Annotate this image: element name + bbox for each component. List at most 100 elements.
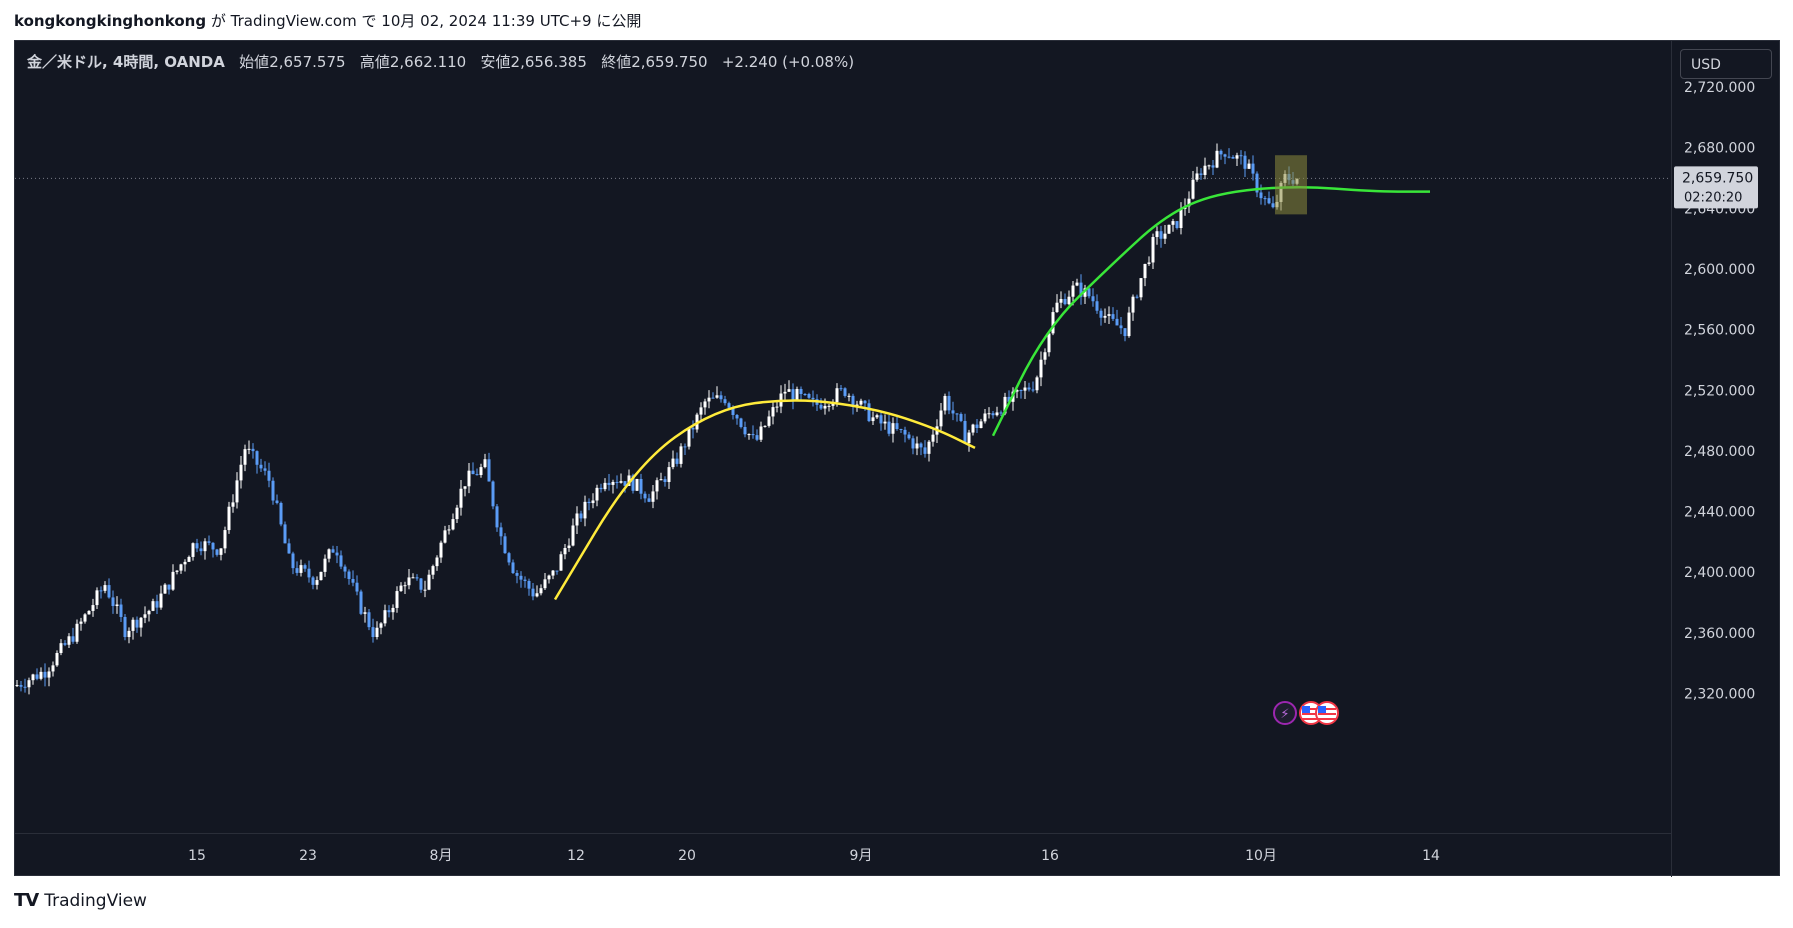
footer-branding[interactable]: 𝗧𝗩 TradingView — [14, 890, 147, 911]
candle-body — [1155, 231, 1159, 238]
candle-body — [855, 404, 859, 406]
candle-body — [191, 543, 195, 557]
candle-body — [939, 410, 943, 427]
candle-body — [259, 464, 263, 469]
candle-body — [1239, 155, 1243, 157]
candle-body — [35, 674, 39, 679]
candle-body — [967, 432, 971, 444]
candle-body — [247, 448, 251, 450]
candle-body — [263, 468, 267, 471]
candle-body — [387, 610, 391, 613]
candle-body — [599, 487, 603, 490]
candle-body — [1167, 224, 1171, 234]
candle-body — [907, 434, 911, 439]
candle-body — [47, 671, 51, 678]
candle-body — [511, 562, 515, 574]
lightning-icon — [1273, 701, 1297, 725]
legend-open-label: 始値 — [239, 53, 270, 71]
candle-body — [447, 529, 451, 531]
candle-body — [311, 577, 315, 585]
candle-body — [303, 565, 307, 569]
event-icons[interactable]: ⚡ — [1271, 699, 1351, 727]
candle-body — [899, 429, 903, 431]
candle-body — [363, 612, 367, 614]
price-axis[interactable]: USD 2,720.000 2,680.000 2,640.000 2,600.000… — [1671, 41, 1781, 877]
candle-body — [863, 400, 867, 404]
candle-body — [451, 519, 455, 530]
candle-body — [119, 604, 123, 617]
time-tick-label: 10月 — [1245, 848, 1277, 864]
candle-body — [819, 404, 823, 409]
economic-event-icons[interactable]: ⚡ — [1271, 699, 1351, 727]
candle-body — [827, 405, 831, 407]
site-name[interactable]: TradingView.com — [230, 12, 357, 30]
candle-body — [31, 674, 35, 681]
candle-body — [975, 424, 979, 429]
candle-body — [155, 601, 159, 608]
legend-symbol[interactable]: 金／米ドル, 4時間, OANDA — [27, 53, 225, 71]
candle-body — [1199, 173, 1203, 175]
yellow-trend-curve — [553, 399, 976, 601]
candle-body — [195, 543, 199, 549]
candle-body — [795, 388, 799, 401]
candle-body — [1099, 310, 1103, 318]
candle-body — [707, 397, 711, 402]
chart-svg[interactable] — [15, 41, 1671, 833]
candle-body — [591, 500, 595, 504]
candle-body — [503, 536, 507, 554]
candle-body — [943, 395, 947, 411]
time-tick-label: 20 — [678, 848, 696, 864]
candle-body — [807, 394, 811, 398]
time-tick-label: 8月 — [430, 848, 453, 864]
candle-body — [79, 621, 83, 624]
candle-body — [267, 470, 271, 481]
time-axis-svg: 15 23 8月 12 20 9月 16 10月 14 — [188, 848, 1440, 864]
author-name[interactable]: kongkongkinghonkong — [14, 12, 207, 30]
candle-body — [1007, 396, 1011, 402]
candle-body — [979, 421, 983, 429]
candle-body — [1083, 288, 1087, 297]
currency-selector[interactable]: USD — [1680, 49, 1772, 79]
time-axis[interactable]: 15 23 8月 12 20 9月 16 10月 14 — [15, 833, 1671, 877]
candle-body — [443, 530, 447, 543]
candle-body — [671, 458, 675, 468]
candle-body — [179, 564, 183, 571]
candle-body — [947, 395, 951, 411]
candle-body — [439, 542, 443, 558]
candle-body — [135, 619, 139, 628]
candle-body — [1131, 296, 1135, 313]
candle-body — [1027, 387, 1031, 390]
candle-body — [1227, 156, 1231, 158]
candle-body — [127, 630, 131, 638]
candle-body — [95, 590, 99, 606]
price-tick-label: 2,320.000 — [1684, 687, 1755, 703]
candle-body — [527, 580, 531, 589]
candle-body — [735, 415, 739, 419]
candle-body — [659, 479, 663, 481]
candle-body — [171, 571, 175, 590]
chart-plot-area[interactable]: 金／米ドル, 4時間, OANDA 始値2,657.575 高値2,662.11… — [15, 41, 1671, 833]
time-tick-label: 12 — [567, 848, 585, 864]
candle-body — [203, 541, 207, 552]
candle-body — [755, 435, 759, 440]
candle-body — [271, 480, 275, 501]
candle-body — [891, 423, 895, 434]
candle-body — [199, 548, 203, 552]
candle-body — [703, 401, 707, 408]
candle-body — [619, 481, 623, 483]
candle-body — [147, 610, 151, 615]
footer-brand-text: TradingView — [44, 890, 147, 911]
candle-body — [1163, 233, 1167, 239]
candle-body — [1159, 231, 1163, 239]
candle-body — [859, 400, 863, 405]
candle-body — [75, 623, 79, 642]
candle-body — [307, 568, 311, 578]
candle-body — [715, 395, 719, 398]
candle-body — [159, 593, 163, 608]
time-tick-label: 14 — [1422, 848, 1440, 864]
candle-body — [587, 501, 591, 504]
on-text: で — [361, 12, 377, 30]
candle-body — [379, 623, 383, 628]
candle-body — [1047, 333, 1051, 353]
candle-body — [239, 464, 243, 481]
